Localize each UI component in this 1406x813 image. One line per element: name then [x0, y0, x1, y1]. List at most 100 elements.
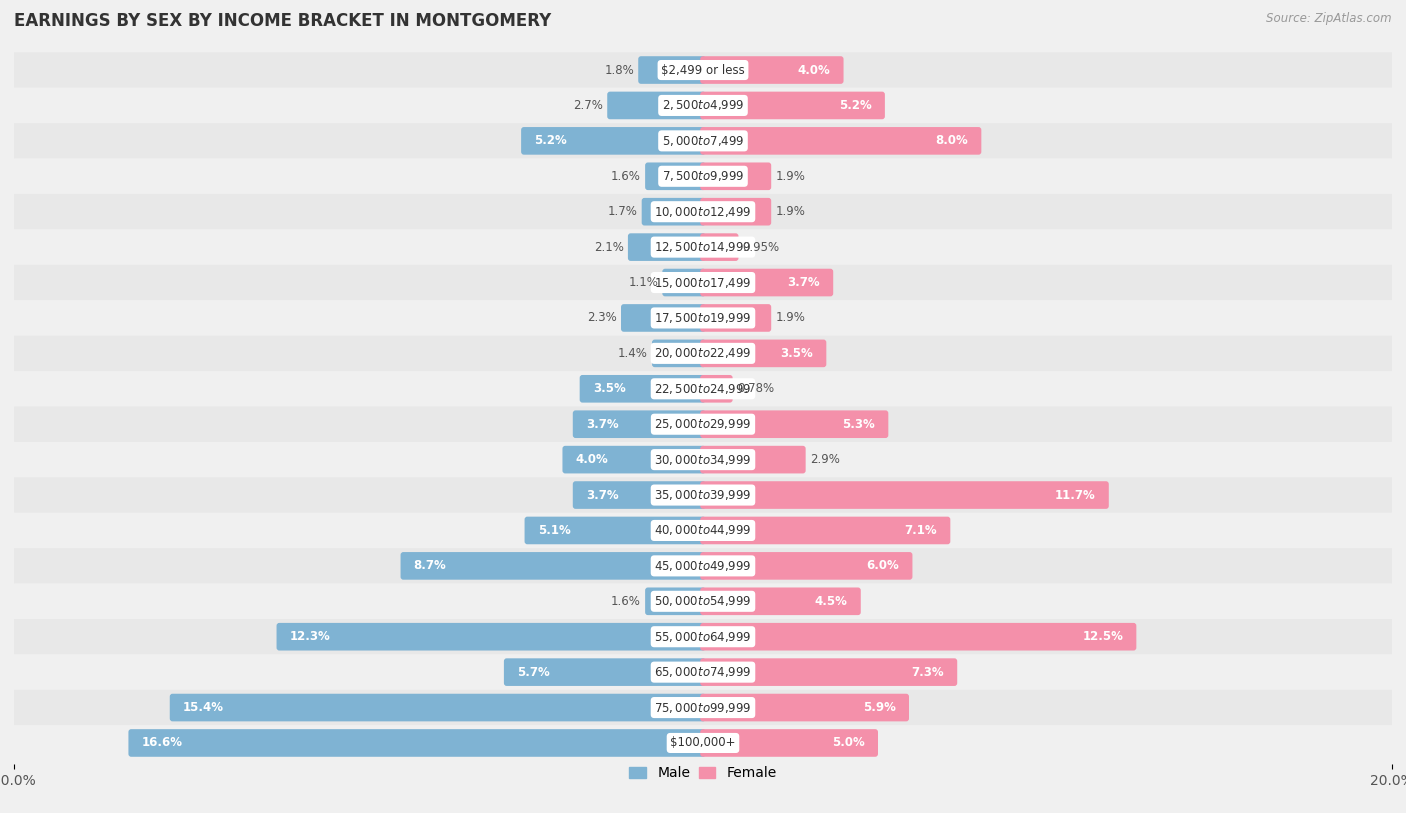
Text: 5.1%: 5.1% [537, 524, 571, 537]
FancyBboxPatch shape [700, 659, 957, 686]
FancyBboxPatch shape [700, 729, 877, 757]
Text: 3.5%: 3.5% [593, 382, 626, 395]
FancyBboxPatch shape [700, 375, 733, 402]
Text: 4.0%: 4.0% [797, 63, 831, 76]
FancyBboxPatch shape [652, 340, 706, 367]
Text: $20,000 to $22,499: $20,000 to $22,499 [654, 346, 752, 360]
Text: $75,000 to $99,999: $75,000 to $99,999 [654, 701, 752, 715]
FancyBboxPatch shape [700, 269, 834, 297]
FancyBboxPatch shape [14, 371, 1392, 406]
Text: $35,000 to $39,999: $35,000 to $39,999 [654, 488, 752, 502]
Text: 7.1%: 7.1% [904, 524, 938, 537]
Text: $30,000 to $34,999: $30,000 to $34,999 [654, 453, 752, 467]
Text: 3.7%: 3.7% [787, 276, 820, 289]
FancyBboxPatch shape [14, 159, 1392, 194]
FancyBboxPatch shape [14, 654, 1392, 690]
Text: $15,000 to $17,499: $15,000 to $17,499 [654, 276, 752, 289]
FancyBboxPatch shape [14, 406, 1392, 442]
Text: $25,000 to $29,999: $25,000 to $29,999 [654, 417, 752, 431]
FancyBboxPatch shape [14, 194, 1392, 229]
FancyBboxPatch shape [572, 411, 706, 438]
Text: 2.9%: 2.9% [810, 453, 839, 466]
Text: 1.6%: 1.6% [612, 595, 641, 608]
Text: 5.7%: 5.7% [517, 666, 550, 679]
Text: 1.9%: 1.9% [775, 205, 806, 218]
FancyBboxPatch shape [700, 340, 827, 367]
FancyBboxPatch shape [700, 163, 772, 190]
Text: $100,000+: $100,000+ [671, 737, 735, 750]
FancyBboxPatch shape [14, 619, 1392, 654]
Text: 3.7%: 3.7% [586, 489, 619, 502]
FancyBboxPatch shape [700, 693, 910, 721]
Legend: Male, Female: Male, Female [624, 761, 782, 786]
FancyBboxPatch shape [700, 92, 884, 120]
FancyBboxPatch shape [700, 233, 738, 261]
FancyBboxPatch shape [700, 516, 950, 544]
Text: 1.6%: 1.6% [612, 170, 641, 183]
FancyBboxPatch shape [700, 446, 806, 473]
Text: $65,000 to $74,999: $65,000 to $74,999 [654, 665, 752, 679]
Text: $22,500 to $24,999: $22,500 to $24,999 [654, 382, 752, 396]
FancyBboxPatch shape [641, 198, 706, 225]
Text: 3.7%: 3.7% [586, 418, 619, 431]
FancyBboxPatch shape [14, 123, 1392, 159]
Text: $2,500 to $4,999: $2,500 to $4,999 [662, 98, 744, 112]
FancyBboxPatch shape [14, 336, 1392, 371]
FancyBboxPatch shape [14, 477, 1392, 513]
FancyBboxPatch shape [621, 304, 706, 332]
Text: 5.2%: 5.2% [839, 99, 872, 112]
FancyBboxPatch shape [401, 552, 706, 580]
FancyBboxPatch shape [579, 375, 706, 402]
Text: $7,500 to $9,999: $7,500 to $9,999 [662, 169, 744, 183]
FancyBboxPatch shape [700, 588, 860, 615]
Text: 0.95%: 0.95% [742, 241, 780, 254]
Text: $40,000 to $44,999: $40,000 to $44,999 [654, 524, 752, 537]
FancyBboxPatch shape [14, 442, 1392, 477]
Text: 1.9%: 1.9% [775, 170, 806, 183]
Text: $17,500 to $19,999: $17,500 to $19,999 [654, 311, 752, 325]
Text: 1.1%: 1.1% [628, 276, 658, 289]
Text: 4.0%: 4.0% [575, 453, 609, 466]
Text: 1.7%: 1.7% [607, 205, 637, 218]
Text: 12.5%: 12.5% [1083, 630, 1123, 643]
FancyBboxPatch shape [700, 552, 912, 580]
Text: 5.0%: 5.0% [832, 737, 865, 750]
FancyBboxPatch shape [522, 127, 706, 154]
Text: 6.0%: 6.0% [866, 559, 900, 572]
FancyBboxPatch shape [14, 513, 1392, 548]
FancyBboxPatch shape [14, 52, 1392, 88]
Text: 1.4%: 1.4% [619, 347, 648, 360]
Text: 0.78%: 0.78% [737, 382, 773, 395]
FancyBboxPatch shape [700, 198, 772, 225]
Text: $5,000 to $7,499: $5,000 to $7,499 [662, 134, 744, 148]
FancyBboxPatch shape [572, 481, 706, 509]
Text: Source: ZipAtlas.com: Source: ZipAtlas.com [1267, 12, 1392, 25]
Text: 8.0%: 8.0% [935, 134, 969, 147]
FancyBboxPatch shape [14, 548, 1392, 584]
FancyBboxPatch shape [700, 56, 844, 84]
Text: 5.3%: 5.3% [842, 418, 875, 431]
FancyBboxPatch shape [645, 163, 706, 190]
Text: 4.5%: 4.5% [815, 595, 848, 608]
FancyBboxPatch shape [503, 659, 706, 686]
FancyBboxPatch shape [700, 127, 981, 154]
Text: 5.9%: 5.9% [863, 701, 896, 714]
FancyBboxPatch shape [14, 229, 1392, 265]
FancyBboxPatch shape [14, 300, 1392, 336]
FancyBboxPatch shape [14, 88, 1392, 123]
Text: $10,000 to $12,499: $10,000 to $12,499 [654, 205, 752, 219]
Text: 16.6%: 16.6% [142, 737, 183, 750]
Text: $45,000 to $49,999: $45,000 to $49,999 [654, 559, 752, 573]
FancyBboxPatch shape [277, 623, 706, 650]
Text: 1.8%: 1.8% [605, 63, 634, 76]
Text: 8.7%: 8.7% [413, 559, 446, 572]
FancyBboxPatch shape [14, 690, 1392, 725]
FancyBboxPatch shape [607, 92, 706, 120]
FancyBboxPatch shape [128, 729, 706, 757]
Text: $2,499 or less: $2,499 or less [661, 63, 745, 76]
FancyBboxPatch shape [562, 446, 706, 473]
Text: 12.3%: 12.3% [290, 630, 330, 643]
Text: 7.3%: 7.3% [911, 666, 945, 679]
Text: 2.7%: 2.7% [574, 99, 603, 112]
FancyBboxPatch shape [645, 588, 706, 615]
